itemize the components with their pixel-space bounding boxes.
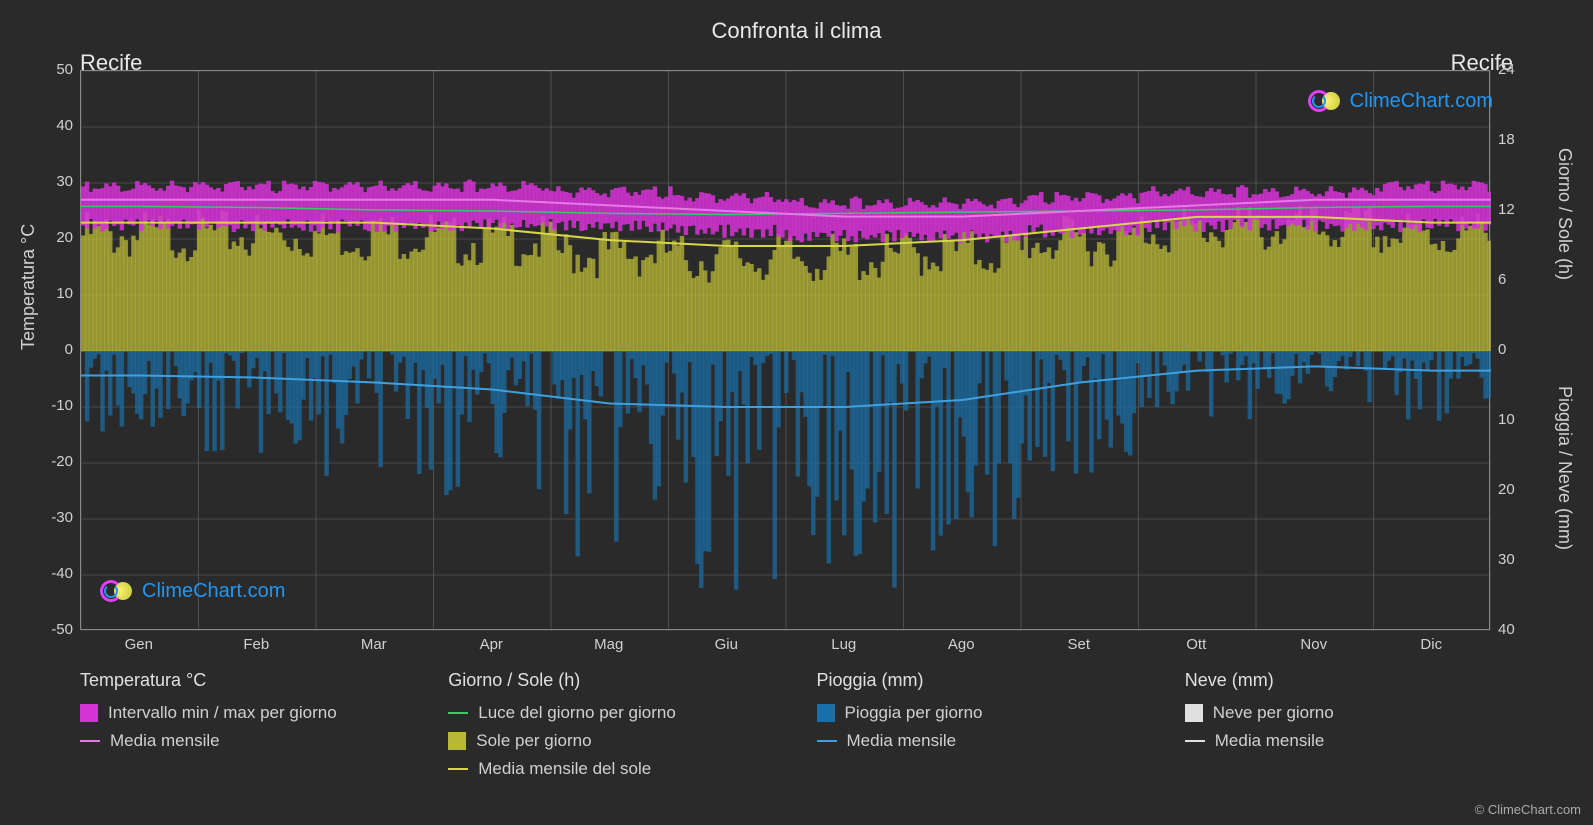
ytick-right-hours: 24: [1498, 61, 1515, 78]
legend-item: Media mensile: [80, 731, 408, 751]
legend-item: Neve per giorno: [1185, 703, 1513, 723]
brand-icon: [100, 578, 134, 604]
legend-label: Media mensile: [1215, 731, 1325, 751]
legend-label: Media mensile: [110, 731, 220, 751]
ytick-left: 0: [33, 341, 73, 358]
legend-group-title: Pioggia (mm): [817, 670, 1145, 691]
ytick-right-mm: 20: [1498, 481, 1515, 498]
xtick-month: Ago: [948, 636, 975, 653]
plot-area: [80, 70, 1490, 630]
ytick-left: 50: [33, 61, 73, 78]
ytick-right-hours: 18: [1498, 131, 1515, 148]
legend-group: Giorno / Sole (h) Luce del giorno per gio…: [448, 670, 776, 787]
climate-chart: Confronta il clima Recife Recife Tempera…: [0, 0, 1593, 825]
xtick-month: Feb: [243, 636, 269, 653]
legend-swatch-line: [448, 712, 468, 714]
brand-logo-bottom: ClimeChart.com: [100, 578, 285, 604]
legend-item: Media mensile: [1185, 731, 1513, 751]
xtick-month: Giu: [715, 636, 738, 653]
legend-swatch-fill: [80, 704, 98, 722]
legend-group-title: Temperatura °C: [80, 670, 408, 691]
ytick-left: 40: [33, 117, 73, 134]
legend: Temperatura °C Intervallo min / max per g…: [80, 670, 1513, 787]
ytick-left: -30: [33, 509, 73, 526]
ytick-left: 20: [33, 229, 73, 246]
legend-label: Media mensile: [847, 731, 957, 751]
ytick-left: -50: [33, 621, 73, 638]
xtick-month: Lug: [831, 636, 856, 653]
y-axis-right-top-label: Giorno / Sole (h): [1554, 148, 1575, 280]
legend-swatch-line: [448, 768, 468, 770]
legend-item: Intervallo min / max per giorno: [80, 703, 408, 723]
legend-swatch-line: [80, 740, 100, 742]
xtick-month: Dic: [1420, 636, 1442, 653]
legend-swatch-line: [1185, 740, 1205, 742]
brand-logo-top: ClimeChart.com: [1308, 88, 1493, 114]
legend-item: Media mensile del sole: [448, 759, 776, 779]
copyright-text: © ClimeChart.com: [1475, 802, 1581, 817]
legend-swatch-fill: [448, 732, 466, 750]
legend-label: Media mensile del sole: [478, 759, 651, 779]
ytick-right-hours: 6: [1498, 271, 1506, 288]
ytick-left: -10: [33, 397, 73, 414]
legend-label: Luce del giorno per giorno: [478, 703, 676, 723]
legend-group-title: Giorno / Sole (h): [448, 670, 776, 691]
legend-swatch-line: [817, 740, 837, 742]
legend-item: Luce del giorno per giorno: [448, 703, 776, 723]
legend-item: Pioggia per giorno: [817, 703, 1145, 723]
legend-swatch-fill: [817, 704, 835, 722]
legend-group: Pioggia (mm) Pioggia per giorno Media mens…: [817, 670, 1145, 787]
xtick-month: Mar: [361, 636, 387, 653]
ytick-left: -20: [33, 453, 73, 470]
legend-label: Neve per giorno: [1213, 703, 1334, 723]
legend-swatch-fill: [1185, 704, 1203, 722]
brand-icon: [1308, 88, 1342, 114]
legend-group: Temperatura °C Intervallo min / max per g…: [80, 670, 408, 787]
legend-group-title: Neve (mm): [1185, 670, 1513, 691]
y-axis-right-bot-label: Pioggia / Neve (mm): [1554, 386, 1575, 550]
ytick-right-hours: 12: [1498, 201, 1515, 218]
xtick-month: Apr: [480, 636, 503, 653]
ytick-left: -40: [33, 565, 73, 582]
brand-text: ClimeChart.com: [142, 580, 285, 603]
legend-label: Pioggia per giorno: [845, 703, 983, 723]
ytick-right-hours: 0: [1498, 341, 1506, 358]
ytick-right-mm: 30: [1498, 551, 1515, 568]
legend-label: Sole per giorno: [476, 731, 591, 751]
xtick-month: Gen: [125, 636, 153, 653]
ytick-right-mm: 10: [1498, 411, 1515, 428]
ytick-right-mm: 40: [1498, 621, 1515, 638]
legend-item: Media mensile: [817, 731, 1145, 751]
ytick-left: 10: [33, 285, 73, 302]
legend-group: Neve (mm) Neve per giorno Media mensile: [1185, 670, 1513, 787]
brand-text: ClimeChart.com: [1350, 90, 1493, 113]
legend-label: Intervallo min / max per giorno: [108, 703, 337, 723]
legend-item: Sole per giorno: [448, 731, 776, 751]
xtick-month: Nov: [1300, 636, 1327, 653]
xtick-month: Set: [1067, 636, 1090, 653]
ytick-left: 30: [33, 173, 73, 190]
xtick-month: Ott: [1186, 636, 1206, 653]
xtick-month: Mag: [594, 636, 623, 653]
chart-title: Confronta il clima: [712, 18, 882, 44]
